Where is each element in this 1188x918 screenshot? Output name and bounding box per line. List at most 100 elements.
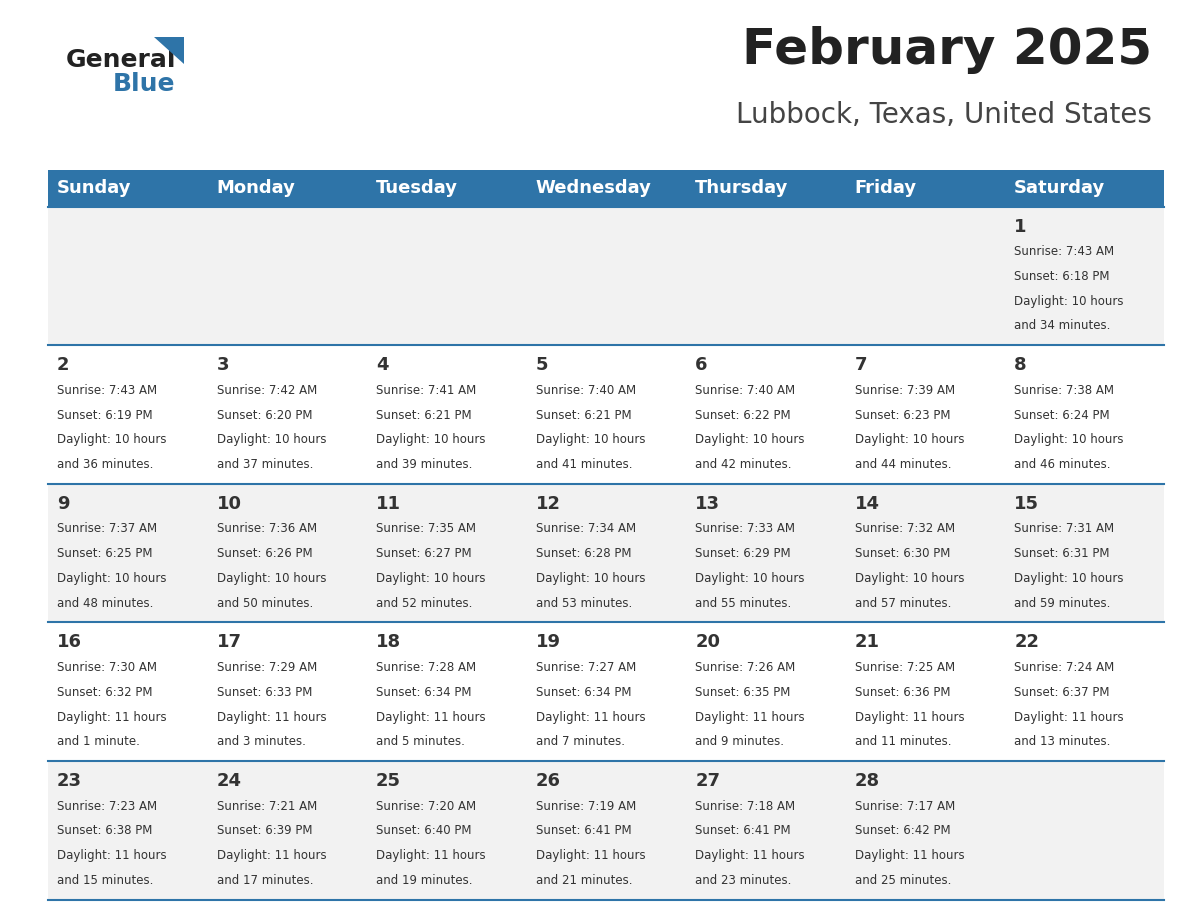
Text: Daylight: 10 hours: Daylight: 10 hours <box>216 433 326 446</box>
Text: Daylight: 10 hours: Daylight: 10 hours <box>854 433 965 446</box>
Text: Thursday: Thursday <box>695 179 789 197</box>
Text: Sunrise: 7:20 AM: Sunrise: 7:20 AM <box>377 800 476 812</box>
Text: Sunset: 6:37 PM: Sunset: 6:37 PM <box>1015 686 1110 699</box>
FancyBboxPatch shape <box>367 761 526 900</box>
Text: 25: 25 <box>377 772 402 790</box>
FancyBboxPatch shape <box>48 761 207 900</box>
Text: Daylight: 10 hours: Daylight: 10 hours <box>1015 295 1124 308</box>
FancyBboxPatch shape <box>845 345 1005 484</box>
Text: Sunset: 6:21 PM: Sunset: 6:21 PM <box>377 409 472 421</box>
Text: Daylight: 10 hours: Daylight: 10 hours <box>57 572 166 585</box>
FancyBboxPatch shape <box>685 622 845 761</box>
Text: 21: 21 <box>854 633 879 652</box>
FancyBboxPatch shape <box>48 207 207 345</box>
Text: Friday: Friday <box>854 179 917 197</box>
FancyBboxPatch shape <box>526 207 685 345</box>
Text: and 7 minutes.: and 7 minutes. <box>536 735 625 748</box>
Text: 26: 26 <box>536 772 561 790</box>
Text: 12: 12 <box>536 495 561 513</box>
Text: Sunrise: 7:32 AM: Sunrise: 7:32 AM <box>854 522 955 535</box>
Text: Daylight: 11 hours: Daylight: 11 hours <box>854 849 965 862</box>
FancyBboxPatch shape <box>48 345 207 484</box>
Text: 19: 19 <box>536 633 561 652</box>
FancyBboxPatch shape <box>526 622 685 761</box>
Text: Daylight: 10 hours: Daylight: 10 hours <box>1015 572 1124 585</box>
Text: Sunset: 6:23 PM: Sunset: 6:23 PM <box>854 409 950 421</box>
Text: Sunday: Sunday <box>57 179 132 197</box>
Text: Sunset: 6:22 PM: Sunset: 6:22 PM <box>695 409 791 421</box>
Text: Sunset: 6:24 PM: Sunset: 6:24 PM <box>1015 409 1110 421</box>
Text: Daylight: 10 hours: Daylight: 10 hours <box>854 572 965 585</box>
Text: Daylight: 11 hours: Daylight: 11 hours <box>695 711 804 723</box>
Text: 4: 4 <box>377 356 388 375</box>
Text: and 23 minutes.: and 23 minutes. <box>695 874 791 887</box>
Text: Sunrise: 7:25 AM: Sunrise: 7:25 AM <box>854 661 955 674</box>
Text: Daylight: 11 hours: Daylight: 11 hours <box>216 711 327 723</box>
FancyBboxPatch shape <box>526 345 685 484</box>
Text: and 46 minutes.: and 46 minutes. <box>1015 458 1111 471</box>
Text: Sunset: 6:40 PM: Sunset: 6:40 PM <box>377 824 472 837</box>
FancyBboxPatch shape <box>207 622 367 761</box>
Text: 2: 2 <box>57 356 70 375</box>
Text: and 48 minutes.: and 48 minutes. <box>57 597 153 610</box>
Text: Daylight: 11 hours: Daylight: 11 hours <box>57 711 166 723</box>
Text: Daylight: 11 hours: Daylight: 11 hours <box>854 711 965 723</box>
Text: Daylight: 10 hours: Daylight: 10 hours <box>695 433 804 446</box>
Text: Daylight: 10 hours: Daylight: 10 hours <box>695 572 804 585</box>
Text: and 55 minutes.: and 55 minutes. <box>695 597 791 610</box>
Text: Daylight: 10 hours: Daylight: 10 hours <box>536 433 645 446</box>
Text: Sunset: 6:19 PM: Sunset: 6:19 PM <box>57 409 152 421</box>
Text: and 11 minutes.: and 11 minutes. <box>854 735 952 748</box>
Text: Sunset: 6:34 PM: Sunset: 6:34 PM <box>377 686 472 699</box>
Text: Sunrise: 7:17 AM: Sunrise: 7:17 AM <box>854 800 955 812</box>
Text: Daylight: 10 hours: Daylight: 10 hours <box>216 572 326 585</box>
Text: Sunrise: 7:35 AM: Sunrise: 7:35 AM <box>377 522 476 535</box>
Text: and 52 minutes.: and 52 minutes. <box>377 597 473 610</box>
FancyBboxPatch shape <box>1005 207 1164 345</box>
Text: Sunrise: 7:19 AM: Sunrise: 7:19 AM <box>536 800 636 812</box>
Text: Sunrise: 7:28 AM: Sunrise: 7:28 AM <box>377 661 476 674</box>
Text: Sunrise: 7:40 AM: Sunrise: 7:40 AM <box>695 384 795 397</box>
Text: Daylight: 10 hours: Daylight: 10 hours <box>377 433 486 446</box>
FancyBboxPatch shape <box>48 622 207 761</box>
Text: and 15 minutes.: and 15 minutes. <box>57 874 153 887</box>
Text: Blue: Blue <box>113 73 176 96</box>
FancyBboxPatch shape <box>48 170 207 207</box>
FancyBboxPatch shape <box>685 207 845 345</box>
Text: Sunset: 6:26 PM: Sunset: 6:26 PM <box>216 547 312 560</box>
Text: and 36 minutes.: and 36 minutes. <box>57 458 153 471</box>
Text: Sunset: 6:41 PM: Sunset: 6:41 PM <box>695 824 791 837</box>
Text: Sunrise: 7:37 AM: Sunrise: 7:37 AM <box>57 522 157 535</box>
Text: Sunset: 6:38 PM: Sunset: 6:38 PM <box>57 824 152 837</box>
Text: Sunset: 6:30 PM: Sunset: 6:30 PM <box>854 547 950 560</box>
Text: 10: 10 <box>216 495 241 513</box>
Text: Sunrise: 7:18 AM: Sunrise: 7:18 AM <box>695 800 795 812</box>
Text: Sunset: 6:39 PM: Sunset: 6:39 PM <box>216 824 312 837</box>
FancyBboxPatch shape <box>1005 345 1164 484</box>
Text: and 13 minutes.: and 13 minutes. <box>1015 735 1111 748</box>
Text: 8: 8 <box>1015 356 1026 375</box>
Text: Monday: Monday <box>216 179 296 197</box>
Text: Sunset: 6:18 PM: Sunset: 6:18 PM <box>1015 270 1110 283</box>
Text: 27: 27 <box>695 772 720 790</box>
FancyBboxPatch shape <box>845 170 1005 207</box>
Text: Daylight: 10 hours: Daylight: 10 hours <box>1015 433 1124 446</box>
Text: Daylight: 10 hours: Daylight: 10 hours <box>377 572 486 585</box>
Text: and 17 minutes.: and 17 minutes. <box>216 874 314 887</box>
Text: 11: 11 <box>377 495 402 513</box>
Text: Sunrise: 7:24 AM: Sunrise: 7:24 AM <box>1015 661 1114 674</box>
Text: 1: 1 <box>1015 218 1026 236</box>
Text: Sunrise: 7:21 AM: Sunrise: 7:21 AM <box>216 800 317 812</box>
FancyBboxPatch shape <box>207 761 367 900</box>
Text: 20: 20 <box>695 633 720 652</box>
Text: Sunset: 6:42 PM: Sunset: 6:42 PM <box>854 824 950 837</box>
Text: and 5 minutes.: and 5 minutes. <box>377 735 465 748</box>
Text: Daylight: 11 hours: Daylight: 11 hours <box>536 849 645 862</box>
FancyBboxPatch shape <box>207 345 367 484</box>
Text: and 21 minutes.: and 21 minutes. <box>536 874 632 887</box>
Text: 14: 14 <box>854 495 879 513</box>
Text: Daylight: 11 hours: Daylight: 11 hours <box>377 711 486 723</box>
Text: Sunrise: 7:27 AM: Sunrise: 7:27 AM <box>536 661 636 674</box>
FancyBboxPatch shape <box>685 170 845 207</box>
Text: and 50 minutes.: and 50 minutes. <box>216 597 312 610</box>
